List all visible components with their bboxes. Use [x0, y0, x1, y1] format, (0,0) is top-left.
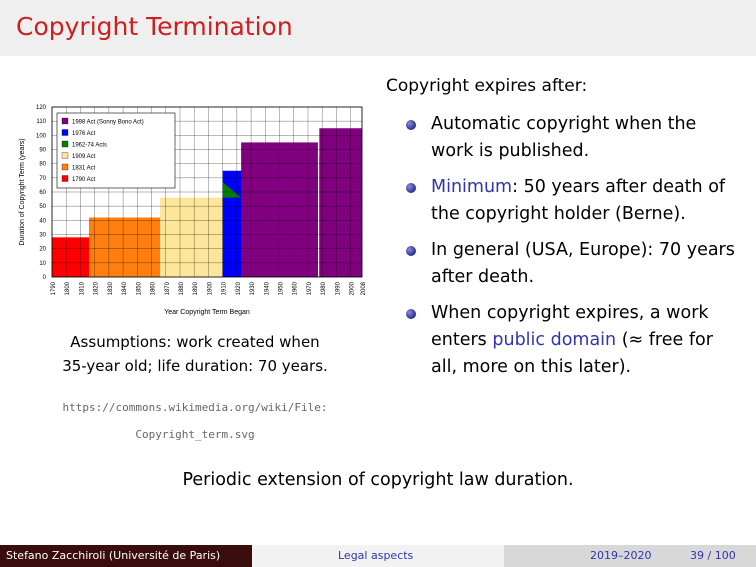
- x-tick-label: 1900: [207, 281, 213, 295]
- source-line-2[interactable]: Copyright_term.svg: [135, 428, 255, 441]
- bullet-icon: [406, 309, 416, 319]
- x-tick-label: 1870: [165, 281, 171, 295]
- legend-label: 1790 Act: [72, 177, 96, 183]
- slide-header: Copyright Termination: [0, 0, 756, 56]
- bullet-text: (≈ free for all, more on this later).: [431, 330, 713, 377]
- chart-svg: 1790 1800 1810 1820 1830 1840 1850 1860 1870 1880…: [19, 105, 367, 316]
- series-region-1962-74: [222, 182, 242, 198]
- x-tick-label: 1790: [51, 281, 57, 295]
- bullet-text: Automatic copyright when the work is pub…: [431, 114, 697, 161]
- x-tick-label: 1850: [136, 281, 142, 295]
- caption-line-1: Assumptions: work created when: [70, 333, 320, 351]
- y-tick-label: 80: [39, 162, 46, 168]
- legend-swatch: [61, 117, 69, 125]
- x-tick-label: 1960: [293, 281, 299, 295]
- bullet-icon: [406, 183, 416, 193]
- legend-label: 1962-74 Acts: [72, 143, 107, 149]
- slide-summary: Periodic extension of copyright law dura…: [182, 470, 574, 490]
- expiry-bullet-list: Automatic copyright when the work is pub…: [404, 111, 744, 390]
- y-axis-label: Duration of Copyright Term (years): [19, 138, 26, 245]
- y-tick-label: 70: [39, 176, 46, 182]
- plot-frame: [51, 106, 363, 278]
- legend-box: [56, 112, 176, 189]
- chart-caption: Assumptions: work created when 35-year o…: [30, 330, 360, 378]
- footer-page-number: 39 / 100: [690, 549, 736, 562]
- source-line-1[interactable]: https://commons.wikimedia.org/wiki/File:: [62, 401, 328, 414]
- y-tick-label: 20: [39, 247, 46, 253]
- x-tick-label: 1940: [264, 281, 270, 295]
- x-tick-label: 1980: [321, 281, 327, 295]
- bullet-item: Automatic copyright when the work is pub…: [404, 111, 744, 165]
- bullet-item: When copyright expires, a work enters pu…: [404, 300, 744, 381]
- bullet-text: : 50 years after death of the copyright …: [431, 177, 726, 224]
- x-tick-label: 1830: [108, 281, 114, 295]
- bullet-item: Minimum: 50 years after death of the cop…: [404, 174, 744, 228]
- x-tick-label: 1950: [279, 281, 285, 295]
- bullet-icon: [406, 246, 416, 256]
- x-tick-label: 1920: [236, 281, 242, 295]
- x-tick-label: 2008: [361, 281, 367, 295]
- x-tick-label: 1910: [222, 281, 228, 295]
- x-tick-label: 1800: [65, 281, 71, 295]
- bullet-icon: [406, 120, 416, 130]
- x-axis-label: Year Copyright Term Began: [164, 309, 250, 316]
- slide-title: Copyright Termination: [16, 12, 293, 41]
- footer-year: 2019–2020: [590, 549, 652, 562]
- legend-swatch: [61, 129, 69, 136]
- bullet-item: In general (USA, Europe): 70 years after…: [404, 237, 744, 291]
- y-tick-label: 50: [39, 204, 46, 210]
- y-tick-label: 0: [43, 275, 47, 281]
- legend-label: 1831 Act: [72, 166, 96, 172]
- x-tick-label: 1970: [307, 281, 313, 295]
- legend-swatch: [61, 163, 69, 171]
- y-tick-label: 30: [39, 233, 46, 239]
- y-tick-label: 90: [39, 148, 46, 154]
- y-tick-label: 110: [36, 119, 46, 125]
- footer-right: 2019–2020 39 / 100: [504, 545, 756, 567]
- expiry-heading: Copyright expires after:: [386, 76, 588, 96]
- legend-swatch: [61, 175, 69, 182]
- slide-footer: Stefano Zacchiroli (Université de Paris)…: [0, 545, 756, 567]
- x-tick-label: 1820: [94, 281, 100, 295]
- legend-label: 1976 Act: [72, 131, 96, 137]
- bullet-text: When copyright expires, a work enters: [431, 303, 709, 350]
- legend-label: 1998 Act (Sonny Bono Act): [72, 120, 144, 126]
- bullet-text: In general (USA, Europe): 70 years after…: [431, 240, 735, 287]
- y-tick-label: 100: [36, 133, 47, 139]
- x-tick-label: 1840: [122, 281, 128, 295]
- x-tick-label: 1880: [179, 281, 185, 295]
- minimum-term-highlight: Minimum: [431, 177, 513, 197]
- footer-section: Legal aspects: [252, 545, 504, 567]
- caption-line-2: 35-year old; life duration: 70 years.: [62, 357, 328, 375]
- copyright-term-chart: 1790 1800 1810 1820 1830 1840 1850 1860 1870 1880…: [15, 98, 375, 320]
- y-tick-label: 40: [39, 218, 46, 224]
- x-tick-label: 1860: [151, 281, 157, 295]
- x-tick-label: 2000: [350, 281, 356, 295]
- y-tick-label: 10: [39, 261, 46, 267]
- public-domain-highlight: public domain: [492, 330, 617, 350]
- x-tick-label: 1890: [193, 281, 199, 295]
- image-source: https://commons.wikimedia.org/wiki/File:…: [30, 394, 360, 448]
- x-tick-label: 1810: [79, 281, 85, 295]
- legend-swatch: [61, 152, 69, 159]
- legend-label: 1909 Act: [72, 154, 96, 160]
- series-region: [319, 128, 362, 277]
- footer-author: Stefano Zacchiroli (Université de Paris): [0, 545, 252, 567]
- y-tick-label: 60: [39, 190, 46, 196]
- y-tick-label: 120: [36, 105, 47, 111]
- legend-swatch: [61, 140, 69, 148]
- x-tick-label: 1990: [335, 281, 341, 295]
- x-tick-label: 1930: [250, 281, 256, 295]
